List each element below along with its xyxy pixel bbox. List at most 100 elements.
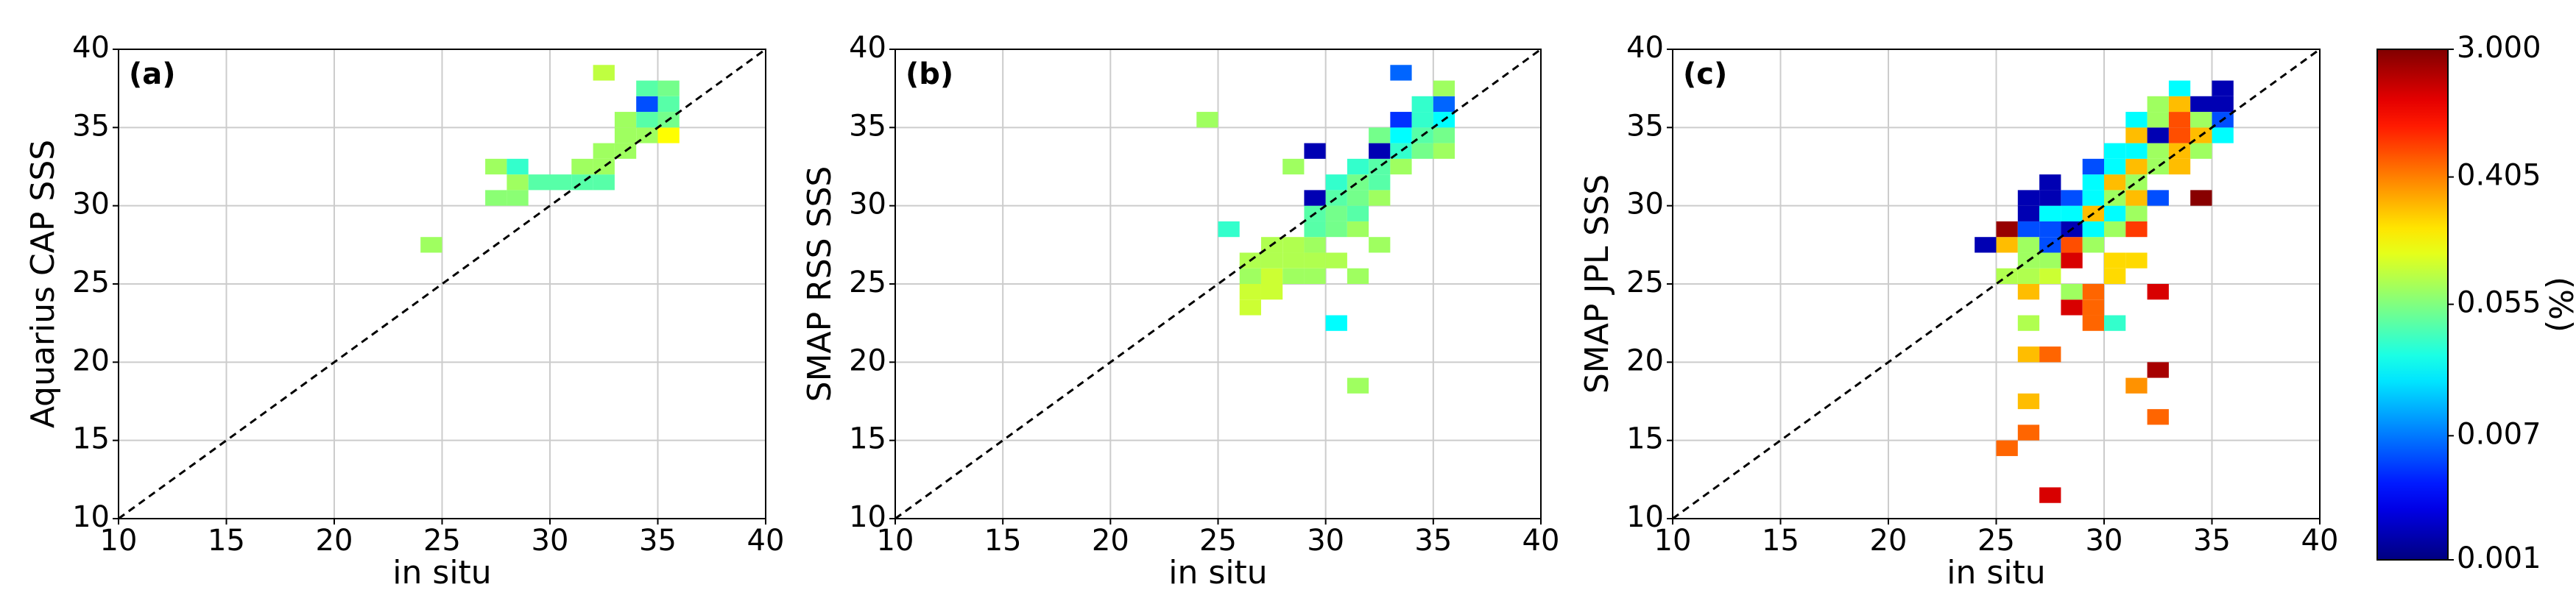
heatmap-cell (2017, 284, 2040, 300)
heatmap-cell (1390, 65, 1412, 81)
x-tick-label: 15 (1762, 524, 1799, 558)
heatmap-cell (2125, 205, 2148, 221)
heatmap-cell (1411, 96, 1433, 113)
y-tick-label: 30 (849, 188, 886, 221)
heatmap-cell (1282, 237, 1305, 253)
heatmap-cell (2125, 158, 2148, 175)
heatmap-cell (1239, 268, 1261, 284)
heatmap-cell (571, 158, 593, 175)
heatmap-cell (657, 80, 680, 96)
x-tick-label: 25 (423, 524, 461, 558)
heatmap-cell (1433, 96, 1455, 113)
colorbar-tick-label: 0.055 (2457, 286, 2541, 320)
heatmap-cell (2212, 127, 2234, 143)
y-axis-label: SMAP JPL SSS (1578, 174, 1616, 394)
x-tick-label: 40 (747, 524, 785, 558)
heatmap-cell (1282, 252, 1305, 269)
heatmap-cell (2147, 362, 2169, 378)
heatmap-cell (507, 174, 529, 191)
heatmap-cell (2017, 205, 2040, 221)
heatmap-cell (1390, 112, 1412, 128)
heatmap-cell (2168, 112, 2191, 128)
x-tick-label: 15 (208, 524, 245, 558)
y-tick-label: 15 (1626, 422, 1664, 456)
plot-frame (1672, 49, 2321, 519)
panel-label: (a) (129, 57, 176, 91)
heatmap-cell (657, 127, 680, 143)
y-tick-label: 40 (849, 31, 886, 65)
heatmap-cell (2125, 143, 2148, 159)
panel-label: (b) (906, 57, 953, 91)
y-tick-label: 40 (72, 31, 110, 65)
heatmap-cell (1304, 252, 1326, 269)
heatmap-cell (1369, 190, 1391, 206)
heatmap-cell (2104, 205, 2126, 221)
heatmap-cell (636, 112, 658, 128)
x-tick-label: 20 (316, 524, 353, 558)
x-tick-label: 10 (1654, 524, 1692, 558)
x-tick-label: 20 (1870, 524, 1908, 558)
y-tick-label: 10 (849, 500, 886, 534)
heatmap-cell (2017, 346, 2040, 363)
heatmap-cell (1218, 221, 1240, 238)
panel-label: (c) (1683, 57, 1727, 91)
heatmap-cell (2104, 158, 2126, 175)
heatmap-cell (2082, 158, 2104, 175)
heatmap-cell (1260, 268, 1283, 284)
one-to-one-line (894, 48, 1542, 520)
heatmap-cell (2039, 252, 2061, 269)
colorbar-tick-label: 0.001 (2457, 541, 2541, 575)
heatmap-cell (485, 158, 507, 175)
x-tick-label: 30 (532, 524, 569, 558)
y-tick-label: 25 (72, 266, 110, 299)
heatmap-cell (1369, 143, 1391, 159)
heatmap-cell (636, 80, 658, 96)
x-tick-label: 40 (2301, 524, 2339, 558)
heatmap-cell (1996, 440, 2018, 456)
heatmap-cell (2082, 190, 2104, 206)
heatmap-cell (2082, 221, 2104, 238)
y-tick-label: 30 (1626, 188, 1664, 221)
heatmap-cell (1975, 237, 1997, 253)
y-tick-label: 40 (1626, 31, 1664, 65)
heatmap-cell (550, 174, 572, 191)
heatmap-cell (1282, 158, 1305, 175)
heatmap-cell (1347, 190, 1369, 206)
heatmap-cell (2104, 174, 2126, 191)
heatmap-cell (2039, 190, 2061, 206)
heatmap-cell (2061, 190, 2083, 206)
x-tick-label: 15 (984, 524, 1022, 558)
heatmap-cell (485, 190, 507, 206)
heatmap-cell (2125, 127, 2148, 143)
heatmap-cell (2168, 96, 2191, 113)
heatmap-cell (2082, 315, 2104, 331)
heatmap-cell (2104, 315, 2126, 331)
heatmap-cell (1433, 127, 1455, 143)
x-axis-label: in situ (1168, 554, 1267, 591)
heatmap-cell (2061, 284, 2083, 300)
x-tick-label: 20 (1092, 524, 1129, 558)
x-tick-label: 40 (1522, 524, 1560, 558)
x-tick-label: 35 (2193, 524, 2231, 558)
heatmap-cell (2168, 158, 2191, 175)
heatmap-cell (2039, 268, 2061, 284)
colorbar-tick-label: 3.000 (2457, 31, 2541, 65)
heatmap-cell (1996, 221, 2018, 238)
colorbar-tick-label: 0.405 (2457, 159, 2541, 193)
heatmap-cell (1239, 284, 1261, 300)
heatmap-cell (1369, 127, 1391, 143)
heatmap-cell (2147, 96, 2169, 113)
heatmap-cell (2168, 80, 2191, 96)
heatmap-cell (2017, 424, 2040, 441)
heatmap-cell (1260, 252, 1283, 269)
x-tick-label: 30 (1307, 524, 1344, 558)
heatmap-cell (1390, 158, 1412, 175)
heatmap-cell (2147, 190, 2169, 206)
heatmap-cell (2061, 205, 2083, 221)
heatmap-cell (1347, 377, 1369, 394)
y-tick-label: 35 (72, 109, 110, 143)
heatmap-cell (1411, 112, 1433, 128)
heatmap-cell (2212, 80, 2234, 96)
heatmap-cell (2039, 221, 2061, 238)
colorbar-label: (%) (2541, 277, 2576, 333)
